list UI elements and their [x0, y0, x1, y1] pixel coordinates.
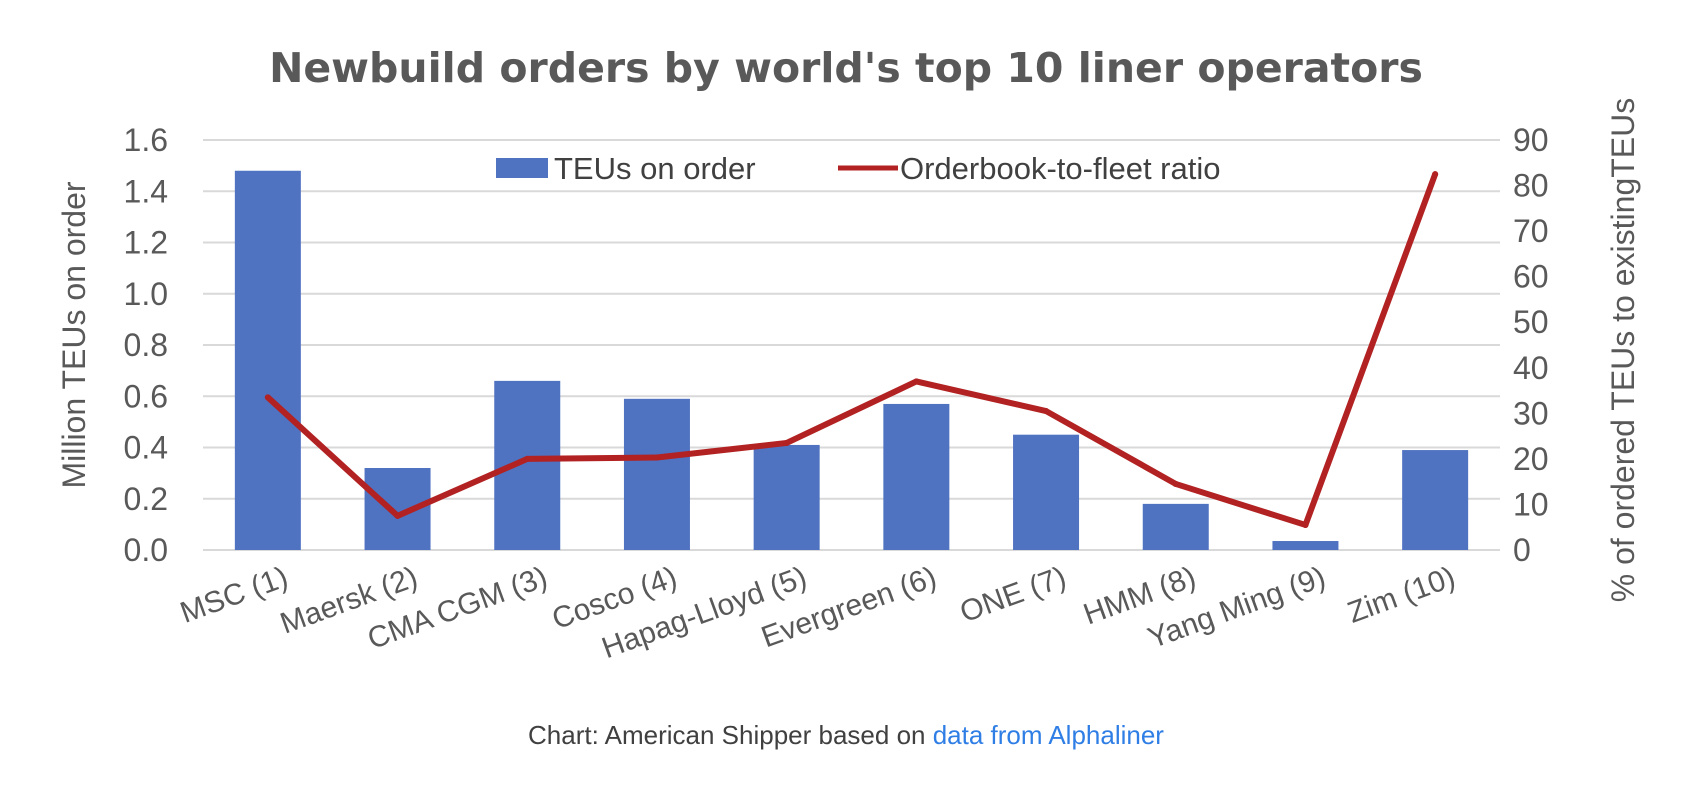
chart-svg: Newbuild orders by world's top 10 liner … [56, 44, 1641, 666]
legend-bar-swatch [496, 158, 548, 178]
line-point [394, 512, 401, 519]
line-segment [1302, 171, 1439, 528]
line-segment [783, 378, 920, 446]
category-label: Zim (10) [1343, 561, 1459, 630]
left-tick-label: 0.6 [124, 378, 168, 414]
right-tick-label: 20 [1513, 441, 1549, 477]
bar [234, 170, 301, 550]
right-tick-label: 0 [1513, 532, 1531, 568]
line-point [653, 454, 660, 461]
line-point [1432, 171, 1439, 178]
category-label: MSC (1) [176, 561, 292, 630]
line-segment [524, 454, 660, 462]
bar [494, 380, 561, 550]
right-axis-label: % of ordered TEUs to existingTEUs [1605, 98, 1641, 603]
line-segment [1043, 408, 1179, 487]
line-point [264, 394, 271, 401]
bar [1272, 541, 1339, 550]
left-tick-label: 1.6 [124, 122, 168, 158]
line-segment [264, 394, 401, 519]
bar [364, 468, 431, 550]
bar [1013, 434, 1080, 550]
bar [1402, 450, 1469, 550]
legend: TEUs on order Orderbook-to-fleet ratio [496, 151, 1220, 186]
line-point [1302, 521, 1309, 528]
right-tick-label: 30 [1513, 395, 1549, 431]
left-tick-label: 1.4 [124, 173, 168, 209]
line-segment [1172, 480, 1309, 528]
chart-title: Newbuild orders by world's top 10 liner … [269, 44, 1423, 92]
left-tick-label: 0.4 [124, 430, 168, 466]
right-tick-label: 10 [1513, 486, 1549, 522]
bar-series [234, 170, 1469, 550]
right-tick-label: 50 [1513, 304, 1549, 340]
line-point [1172, 480, 1179, 487]
bar [1142, 503, 1209, 550]
line-segment [394, 455, 531, 519]
right-tick-label: 80 [1513, 168, 1549, 204]
category-labels: MSC (1)Maersk (2)CMA CGM (3)Cosco (4)Hap… [176, 561, 1460, 666]
left-tick-label: 1.0 [124, 276, 168, 312]
alphaliner-data-link[interactable]: data from Alphaliner [932, 720, 1164, 750]
right-tick-label: 90 [1513, 122, 1549, 158]
left-tick-label: 0.0 [124, 532, 168, 568]
bar [623, 398, 690, 550]
legend-bar-label: TEUs on order [554, 151, 756, 186]
line-segment [653, 439, 790, 461]
line-series [264, 171, 1439, 528]
left-axis-label: Million TEUs on order [56, 181, 92, 488]
line-point [913, 378, 920, 385]
bar [753, 444, 820, 550]
line-point [1043, 408, 1050, 415]
chart-caption: Chart: American Shipper based on data fr… [0, 720, 1692, 751]
caption-prefix: Chart: American Shipper based on [528, 720, 933, 750]
line-point [524, 455, 531, 462]
line-point [783, 439, 790, 446]
right-tick-label: 70 [1513, 213, 1549, 249]
left-tick-label: 0.2 [124, 481, 168, 517]
left-tick-label: 1.2 [124, 225, 168, 261]
legend-line-label: Orderbook-to-fleet ratio [900, 151, 1220, 186]
category-label: ONE (7) [956, 561, 1071, 630]
right-axis-ticks: 0 10 20 30 40 50 60 70 80 90 [1513, 122, 1549, 568]
bar [883, 403, 950, 550]
right-tick-label: 60 [1513, 259, 1549, 295]
line-segment [913, 378, 1050, 415]
right-tick-label: 40 [1513, 350, 1549, 386]
left-tick-label: 0.8 [124, 327, 168, 363]
left-axis-ticks: 0.0 0.2 0.4 0.6 0.8 1.0 1.2 1.4 1.6 [124, 122, 168, 568]
